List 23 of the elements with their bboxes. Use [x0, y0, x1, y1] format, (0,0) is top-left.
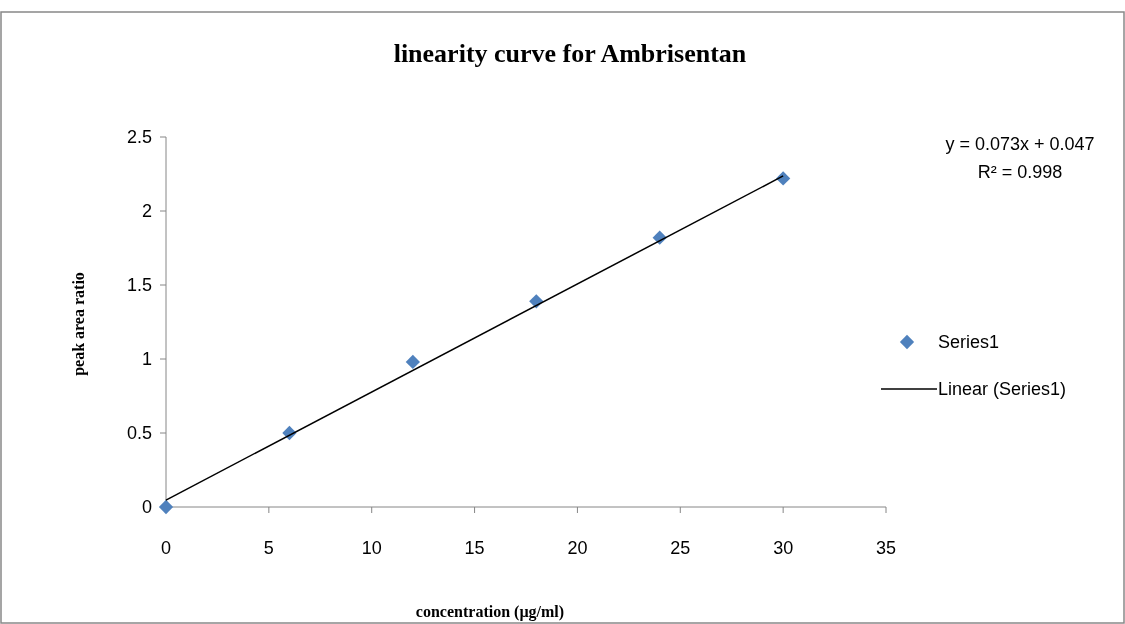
point	[405, 354, 420, 370]
y-tick-label: 1	[141, 349, 152, 370]
y-tick-label: 0.5	[126, 423, 152, 444]
x-tick-label: 0	[160, 538, 172, 558]
x-tick-label: 15	[464, 538, 485, 558]
x-tick-label: 5	[263, 538, 274, 558]
y-tick-label: 2.5	[126, 127, 152, 148]
chart-title: linearity curve for Ambrisentan	[393, 39, 747, 68]
y-axis-title: peak area ratio	[70, 272, 88, 376]
x-tick-label: 35	[875, 538, 897, 558]
x-tick-label: 20	[567, 538, 588, 558]
point	[158, 499, 174, 515]
text: R² = 0.998	[977, 162, 1063, 182]
x-axis-title: concentration (µg/ml)	[415, 603, 565, 621]
y-tick-label: 1.5	[126, 275, 152, 296]
legend-label: Linear (Series1)	[938, 379, 1067, 400]
x-tick-label: 25	[670, 538, 691, 558]
legend-label: Series1	[938, 332, 1000, 353]
x-tick-label: 30	[773, 538, 794, 558]
x-tick-label: 10	[361, 538, 382, 558]
text: y = 0.073x + 0.047	[945, 134, 1095, 154]
y-tick-label: 2	[141, 201, 152, 222]
y-tick-label: 0	[141, 497, 152, 518]
